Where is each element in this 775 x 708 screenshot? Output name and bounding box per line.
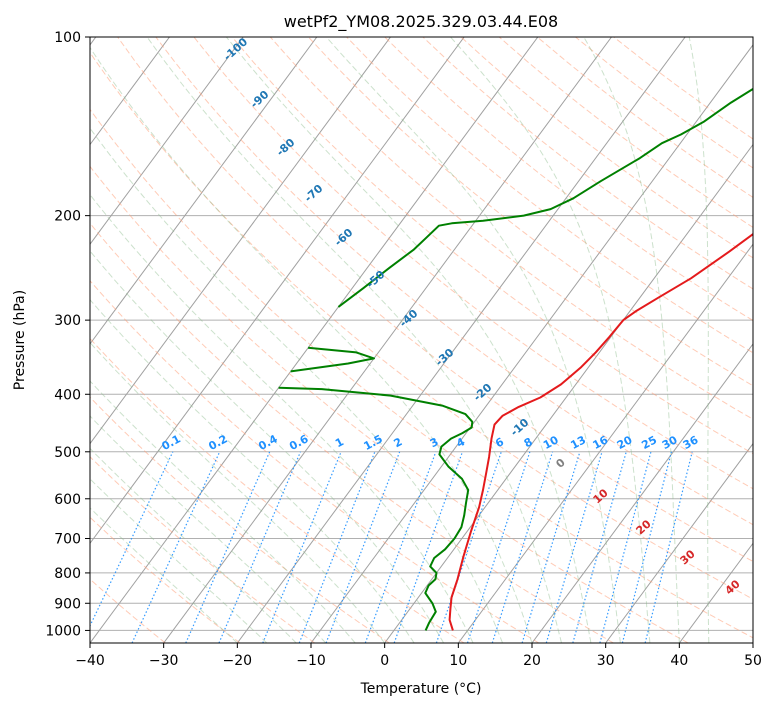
mixing-ratio-label: 36 (681, 433, 701, 452)
isotherm-line (163, 37, 612, 643)
y-tick-label: 500 (54, 445, 81, 461)
moist-adiabat-line (146, 37, 562, 643)
isotherm-line (90, 37, 318, 345)
mixing-ratio-line (185, 451, 271, 643)
isotherm-line (531, 343, 753, 643)
isotherm-line (90, 37, 391, 445)
x-tick-label: 0 (380, 653, 389, 669)
dry-adiabat-line (90, 396, 390, 643)
y-tick-label: 1000 (45, 623, 81, 639)
dry-adiabat-line (90, 51, 753, 600)
x-tick-label: −30 (149, 653, 179, 669)
mixing-ratio-label: 25 (639, 433, 659, 452)
mixing-ratio-label: 20 (615, 433, 635, 452)
x-tick-label: 10 (449, 653, 467, 669)
moist-adiabat-line (90, 380, 356, 643)
dry-adiabat-line (384, 37, 753, 322)
dry-adiabat-line (308, 37, 753, 387)
y-tick-label: 700 (54, 532, 81, 548)
x-tick-label: −20 (223, 653, 253, 669)
moist-adiabat-line (90, 507, 238, 643)
chart-title: wetPf2_YM08.2025.329.03.44.E08 (284, 12, 558, 32)
mixing-ratio-line (131, 451, 221, 643)
moist-adiabat-line (90, 127, 503, 643)
dry-adiabat-line (422, 37, 753, 290)
dry-adiabat-line (90, 165, 689, 643)
dewpoint-profile-line (290, 346, 375, 373)
dry-adiabat-line (90, 456, 315, 643)
plot-frame (89, 36, 754, 644)
isotherm-line (384, 143, 753, 643)
y-tick-label: 200 (54, 209, 81, 225)
moist-adiabat-line (325, 37, 621, 643)
x-tick-label: −40 (75, 653, 105, 669)
moist-adiabat-line (90, 46, 533, 643)
dry-adiabat-line (90, 222, 614, 643)
isotherm-line (457, 243, 753, 643)
y-tick-label: 400 (54, 387, 81, 403)
mixing-ratio-line (364, 451, 437, 643)
temperature-profile-line (448, 232, 753, 631)
mixing-ratio-label: 16 (591, 433, 611, 452)
x-axis-title: Temperature (°C) (360, 681, 482, 697)
moist-adiabat-line (90, 447, 297, 643)
mixing-ratio-line (644, 451, 693, 643)
x-tick-label: 40 (670, 653, 688, 669)
x-tick-label: 20 (523, 653, 541, 669)
mixing-ratio-label: 30 (660, 433, 680, 452)
mixing-ratio-line (435, 451, 502, 643)
moist-adiabat-line (90, 341, 386, 643)
mixing-ratio-line (262, 451, 342, 643)
dry-adiabat-line (117, 37, 753, 563)
dewpoint-profile-line (278, 386, 474, 631)
mixing-ratio-line (491, 451, 554, 643)
dewpoint-profile-line (337, 87, 753, 308)
isotherm-line (90, 37, 539, 643)
moist-adiabat-line (90, 299, 415, 643)
x-tick-label: −10 (296, 653, 326, 669)
mixing-ratio-line (218, 451, 302, 643)
moist-adiabat-line (450, 37, 651, 643)
isotherm-line (236, 37, 686, 643)
y-tick-label: 300 (54, 313, 81, 329)
y-tick-label: 100 (54, 30, 81, 46)
x-tick-label: 30 (597, 653, 615, 669)
dry-adiabat-line (231, 37, 753, 455)
mixing-ratio-line (393, 451, 464, 643)
y-tick-label: 900 (54, 596, 81, 612)
x-tick-label: 50 (744, 653, 762, 669)
isotherm-line (90, 37, 465, 545)
mixing-ratio-label: 13 (568, 433, 588, 452)
dry-adiabat-line (155, 37, 753, 526)
dry-adiabat-line (90, 279, 540, 643)
dry-adiabat-line (90, 337, 465, 643)
moist-adiabat-line (90, 250, 445, 643)
moist-adiabat-line (90, 478, 268, 643)
isotherm-line (90, 37, 244, 246)
y-tick-label: 800 (54, 566, 81, 582)
mixing-ratio-line (466, 451, 531, 643)
mixing-ratio-line (325, 451, 401, 643)
mixing-ratio-line (298, 451, 376, 643)
y-axis-title: Pressure (hPa) (12, 290, 28, 390)
isotherm-line (605, 442, 753, 643)
dry-adiabat-line (90, 578, 166, 643)
dry-adiabat-line (90, 516, 241, 643)
dry-adiabat-line (193, 37, 753, 490)
mixing-ratio-label: 10 (541, 433, 561, 452)
moist-adiabat-line (688, 37, 710, 643)
isotherm-line (90, 37, 170, 146)
dry-adiabat-line (346, 37, 753, 354)
isotherm-line (310, 44, 753, 643)
moist-adiabat-line (583, 37, 680, 643)
y-tick-label: 600 (54, 492, 81, 508)
moist-adiabat-line (90, 415, 327, 643)
